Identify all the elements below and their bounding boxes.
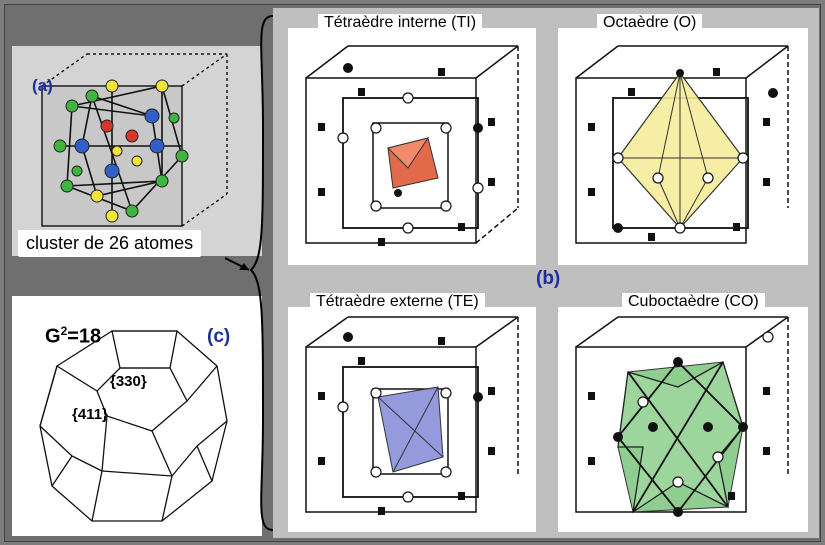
ti-structure-drawing [305,45,519,246]
face-411-label: {411} [72,406,108,423]
o-structure-drawing [575,45,789,244]
panel-co [558,307,808,532]
cluster-26-atoms-image [41,53,228,227]
title-te: Tétraèdre externe (TE) [310,293,485,311]
panel-a-caption: cluster de 26 atomes [18,230,202,257]
title-o: Octaèdre (O) [597,14,703,32]
g2-18-polyhedron-drawing [39,330,228,522]
title-ti: Tétraèdre interne (TI) [318,14,483,32]
brace-connector [225,15,274,531]
face-330-label: {330} [110,373,147,390]
co-structure-drawing [575,316,789,517]
te-structure-drawing [305,316,519,515]
panel-a-tag: (a) [32,76,53,95]
panel-ti [288,28,536,265]
panel-b-tag: (b) [536,268,561,289]
panel-a-cluster: (a) [12,46,262,256]
g2-formula: G2=18 [45,324,102,348]
title-co: Cuboctaèdre (CO) [622,293,765,311]
panel-c-tag: (c) [207,326,231,347]
panel-c-polyhedron: G2=18 (c) {330} {411} [12,296,262,536]
panel-te [288,307,536,532]
panel-o [558,28,808,265]
